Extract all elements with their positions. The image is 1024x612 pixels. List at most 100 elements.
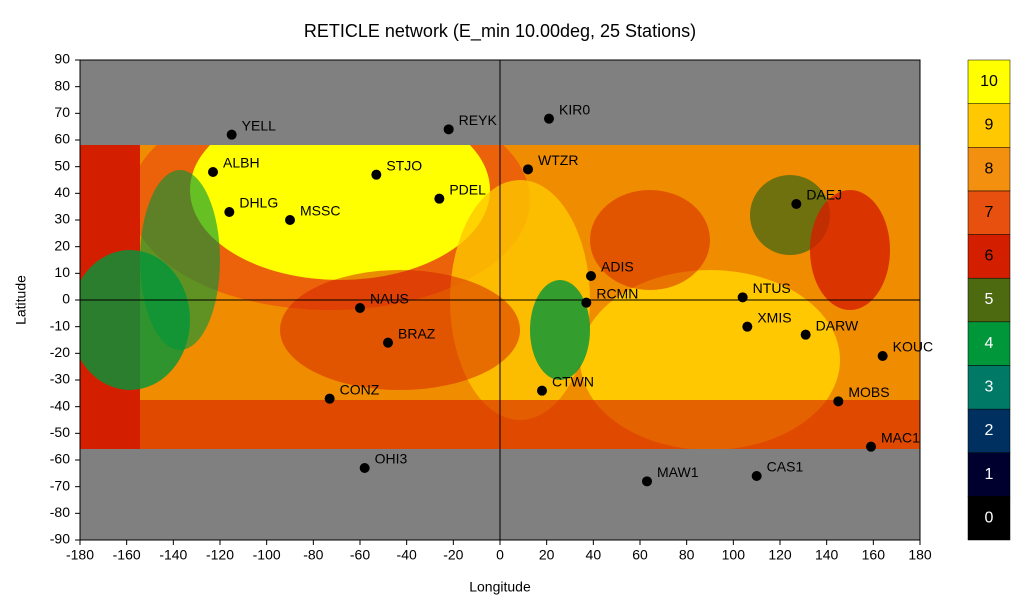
station-point bbox=[523, 164, 533, 175]
station-point bbox=[355, 303, 365, 313]
station-label: NTUS bbox=[753, 280, 791, 296]
colorbar-label: 9 bbox=[985, 117, 994, 134]
colorbar-cell bbox=[967, 59, 1011, 104]
colorbar-cell bbox=[967, 321, 1011, 366]
y-tick-label: -70 bbox=[50, 477, 70, 493]
station-point bbox=[208, 167, 218, 177]
y-tick-label: 40 bbox=[54, 184, 70, 200]
station-label: BRAZ bbox=[398, 325, 436, 341]
station-point bbox=[737, 292, 748, 303]
colorbar-label: 6 bbox=[985, 248, 994, 265]
station-label: WTZR bbox=[538, 152, 578, 168]
station-point bbox=[866, 441, 876, 452]
station-label: DARW bbox=[816, 317, 859, 333]
colorbar-label: 7 bbox=[985, 204, 994, 221]
y-tick-label: -40 bbox=[50, 397, 70, 413]
station-point bbox=[833, 396, 844, 407]
y-tick-label: 70 bbox=[54, 104, 70, 120]
station-point bbox=[359, 463, 370, 473]
colorbar-cell bbox=[967, 234, 1011, 279]
station-label: MAW1 bbox=[657, 464, 699, 480]
colorbar-label: 2 bbox=[985, 422, 994, 439]
station-label: MSSC bbox=[300, 203, 340, 219]
y-tick-label: 10 bbox=[54, 264, 70, 280]
x-tick-label: 100 bbox=[722, 547, 746, 563]
colorbar-cell bbox=[967, 147, 1011, 192]
station-label: CONZ bbox=[340, 381, 380, 397]
x-tick-label: -100 bbox=[253, 547, 281, 563]
station-label: YELL bbox=[242, 117, 276, 133]
station-point bbox=[877, 351, 888, 361]
station-label: DAEJ bbox=[806, 187, 842, 203]
colorbar-label: 5 bbox=[985, 291, 994, 308]
y-tick-label: -10 bbox=[50, 317, 70, 333]
x-tick-label: -180 bbox=[66, 547, 94, 563]
colorbar-cell bbox=[967, 365, 1011, 410]
station-label: XMIS bbox=[757, 309, 791, 325]
station-label: CTWN bbox=[552, 373, 594, 389]
station-point bbox=[224, 207, 235, 217]
station-point bbox=[586, 271, 596, 281]
station-point bbox=[324, 393, 335, 404]
station-point bbox=[642, 476, 652, 487]
x-tick-label: -80 bbox=[303, 547, 323, 563]
y-tick-label: -60 bbox=[50, 451, 70, 467]
station-point bbox=[537, 385, 547, 396]
x-tick-label: 0 bbox=[496, 547, 504, 563]
x-tick-label: 140 bbox=[815, 547, 839, 563]
y-tick-label: 0 bbox=[62, 291, 70, 307]
colorbar-cell bbox=[967, 496, 1011, 541]
station-label: KIR0 bbox=[559, 101, 590, 117]
colorbar-cell bbox=[967, 408, 1011, 453]
x-tick-label: -40 bbox=[397, 547, 417, 563]
station-point bbox=[226, 129, 237, 140]
station-point bbox=[434, 193, 445, 204]
station-point bbox=[751, 471, 762, 481]
station-label: NAUS bbox=[370, 291, 409, 307]
x-tick-label: -60 bbox=[350, 547, 370, 563]
y-tick-label: -80 bbox=[50, 504, 70, 520]
station-point bbox=[383, 337, 393, 348]
colorbar-label: 4 bbox=[985, 335, 994, 352]
colorbar-cell bbox=[967, 190, 1011, 235]
x-axis-label: Longitude bbox=[469, 579, 531, 595]
station-label: ALBH bbox=[223, 155, 260, 171]
station-label: REYK bbox=[459, 112, 498, 128]
x-tick-label: -160 bbox=[113, 547, 141, 563]
colorbar-label: 3 bbox=[985, 378, 994, 395]
y-tick-label: -50 bbox=[50, 424, 70, 440]
station-label: STJO bbox=[386, 157, 422, 173]
station-point bbox=[285, 215, 295, 225]
station-label: ADIS bbox=[601, 259, 634, 275]
x-tick-label: 20 bbox=[539, 547, 555, 563]
colorbar-cell bbox=[967, 103, 1011, 148]
station-point bbox=[800, 329, 811, 340]
station-label: MAC1 bbox=[881, 429, 920, 445]
y-axis-label: Latitude bbox=[13, 275, 29, 325]
station-label: KOUC bbox=[893, 339, 933, 355]
colorbar-cell bbox=[967, 452, 1011, 497]
x-tick-label: -120 bbox=[206, 547, 234, 563]
x-tick-label: 80 bbox=[679, 547, 695, 563]
x-tick-label: 60 bbox=[632, 547, 648, 563]
station-point bbox=[544, 113, 554, 124]
station-point bbox=[791, 199, 802, 209]
station-label: RCMN bbox=[596, 285, 638, 301]
x-tick-label: 40 bbox=[586, 547, 602, 563]
x-tick-label: -140 bbox=[159, 547, 187, 563]
y-tick-label: 50 bbox=[54, 157, 70, 173]
station-label: MOBS bbox=[848, 384, 889, 400]
station-label: PDEL bbox=[449, 181, 486, 197]
x-tick-label: 180 bbox=[908, 547, 932, 563]
colorbar-label: 10 bbox=[980, 73, 998, 90]
x-tick-label: 160 bbox=[862, 547, 886, 563]
station-point bbox=[371, 169, 382, 180]
y-tick-label: 60 bbox=[54, 131, 70, 147]
station-point bbox=[742, 321, 753, 332]
colorbar-label: 8 bbox=[985, 160, 994, 177]
y-tick-label: 20 bbox=[54, 237, 70, 253]
chart-title: RETICLE network (E_min 10.00deg, 25 Stat… bbox=[304, 21, 696, 42]
y-tick-label: 90 bbox=[54, 51, 70, 67]
colorbar-cell bbox=[967, 277, 1011, 323]
y-tick-label: 80 bbox=[54, 77, 70, 93]
